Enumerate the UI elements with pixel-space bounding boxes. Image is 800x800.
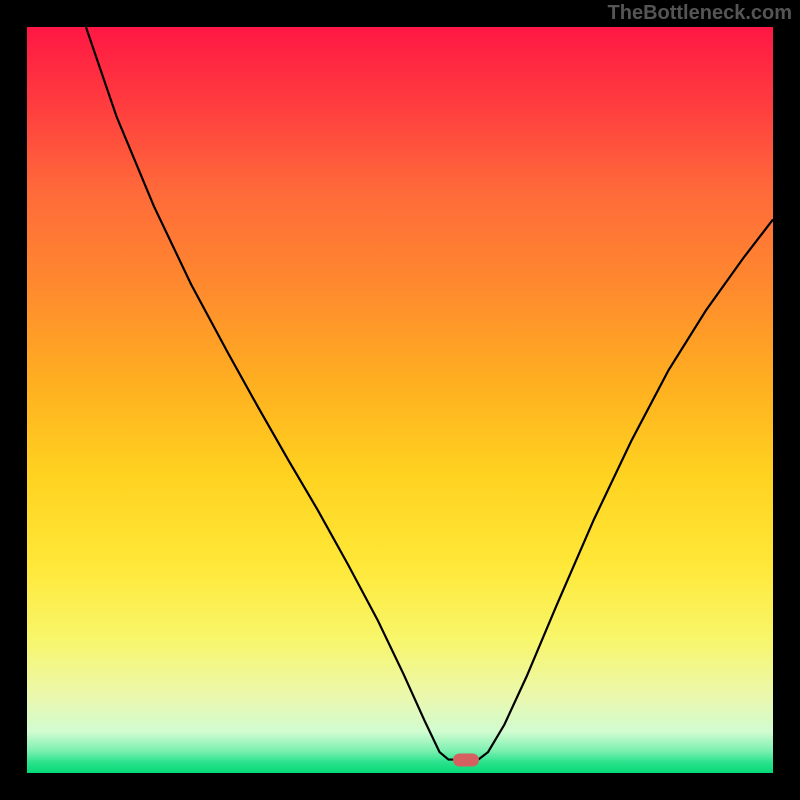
optimum-marker (453, 753, 479, 766)
watermark-text: TheBottleneck.com (608, 2, 792, 25)
plot-area (27, 27, 773, 773)
bottleneck-curve (27, 27, 773, 773)
figure-container: TheBottleneck.com (0, 0, 800, 800)
curve-path (86, 27, 773, 760)
